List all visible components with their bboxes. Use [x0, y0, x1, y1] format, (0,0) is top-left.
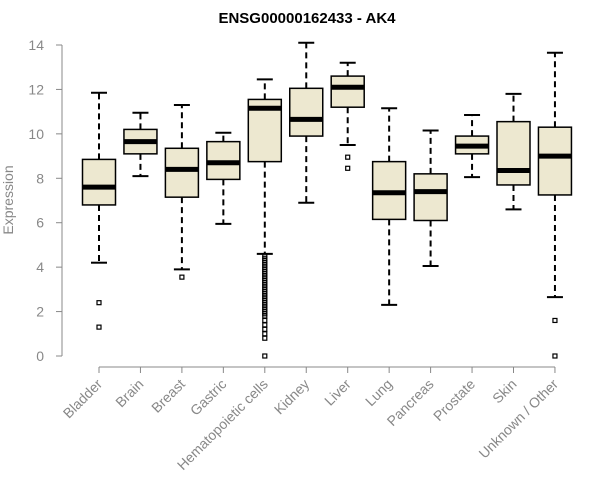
iqr-box [81, 158, 117, 206]
y-tick-label: 8 [36, 170, 44, 186]
y-tick-label: 10 [28, 126, 44, 142]
y-tick-label: 6 [36, 215, 44, 231]
box-pancreas [413, 129, 448, 268]
outlier-point [262, 326, 268, 332]
x-tick-label: Brain [112, 376, 146, 410]
y-axis: 0 2 4 6 8 10 12 14 [28, 37, 63, 364]
x-tick-label: Lung [362, 376, 395, 409]
x-tick-label: Unknown / Other [475, 376, 561, 462]
box-gastric [206, 131, 241, 225]
outlier-point [96, 324, 102, 330]
outlier-point [262, 335, 268, 341]
outlier-point [552, 353, 558, 359]
box-liver [330, 61, 365, 171]
outlier-point [345, 165, 351, 171]
box-kidney [289, 41, 324, 204]
y-axis-title: Expression [0, 165, 16, 234]
iqr-box [289, 87, 324, 137]
chart-title: ENSG00000162433 - AK4 [218, 10, 396, 27]
box-hematopoietic-cells [247, 78, 283, 359]
iqr-box [330, 75, 365, 108]
y-tick-label: 4 [36, 259, 44, 275]
x-tick-label: Skin [489, 376, 520, 407]
box-unknown-other [537, 51, 573, 359]
y-tick-label: 0 [36, 348, 44, 364]
box-brain [123, 111, 158, 178]
iqr-box [413, 173, 448, 222]
y-tick-label: 2 [36, 304, 44, 320]
box-skin [496, 92, 531, 211]
x-tick-label: Breast [148, 376, 188, 416]
box-lung [371, 107, 407, 306]
outlier-point [345, 154, 351, 160]
box-prostate [454, 113, 490, 179]
x-tick-label: Liver [321, 376, 354, 409]
outlier-point [262, 317, 268, 324]
iqr-box [537, 126, 573, 196]
iqr-box [164, 147, 200, 198]
outlier-point [262, 331, 268, 337]
box-breast [164, 103, 200, 280]
outlier-point [179, 274, 185, 280]
y-tick-label: 12 [28, 81, 44, 97]
box-bladder [81, 91, 117, 330]
outlier-point [262, 322, 268, 328]
outlier-point [262, 353, 268, 359]
x-tick-label: Bladder [60, 376, 106, 422]
iqr-box [496, 120, 531, 186]
y-tick-label: 14 [28, 37, 44, 53]
x-tick-label: Kidney [271, 376, 313, 418]
x-tick-label: Prostate [430, 376, 478, 424]
boxes-layer [81, 41, 573, 359]
outlier-point [552, 317, 558, 324]
outlier-point [96, 300, 102, 306]
